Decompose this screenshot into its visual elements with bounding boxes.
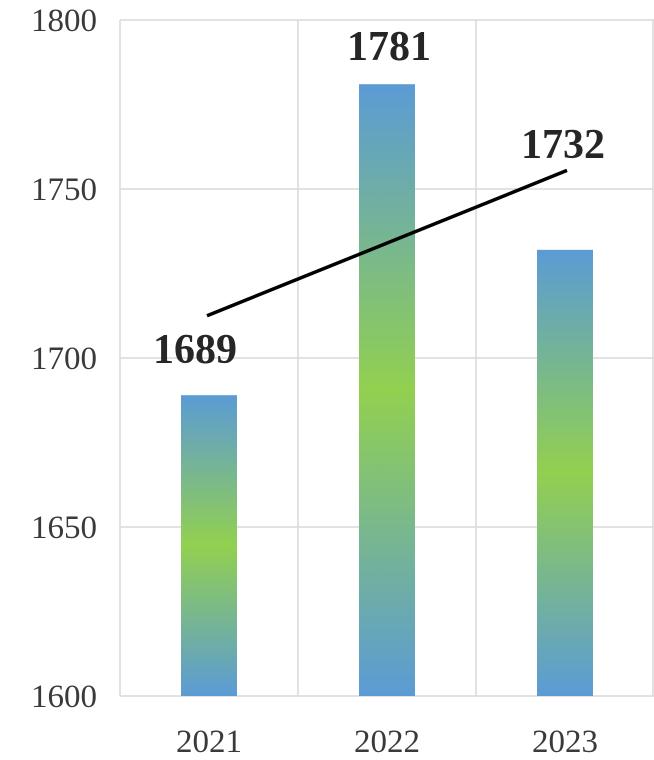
bar-2021 [181,395,237,696]
bar-2022 [359,84,415,697]
y-tick-label: 1650 [31,510,97,546]
axis-labels: 1600 1650 1700 1750 1800 2021 2022 2023 [31,3,598,760]
bar-2023 [537,249,593,696]
data-label-2023: 1732 [521,122,605,168]
data-label-2022: 1781 [347,24,431,70]
y-tick-label: 1750 [31,172,97,208]
x-tick-label-2021: 2021 [176,724,242,760]
x-tick-label-2023: 2023 [532,724,598,760]
y-tick-label: 1800 [31,3,97,39]
data-labels: 1689 1781 1732 [153,24,605,373]
trendline-layer [206,168,568,318]
trendline [206,168,568,318]
bars [181,84,593,697]
y-tick-label: 1600 [31,679,97,715]
x-tick-label-2022: 2022 [354,724,420,760]
y-tick-label: 1700 [31,341,97,377]
data-label-2021: 1689 [153,327,237,373]
